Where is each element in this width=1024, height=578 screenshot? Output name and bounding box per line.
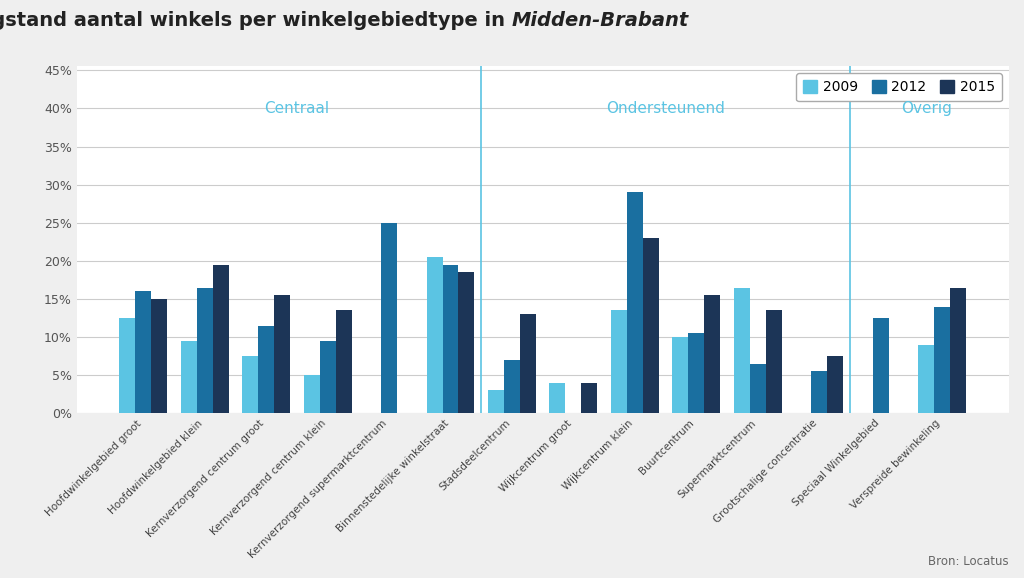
Bar xyxy=(303,375,319,413)
Bar xyxy=(197,287,213,413)
Bar xyxy=(427,257,442,413)
Bar xyxy=(643,238,658,413)
Bar xyxy=(442,265,459,413)
Bar xyxy=(258,325,274,413)
Bar xyxy=(520,314,536,413)
Bar xyxy=(459,272,474,413)
Bar xyxy=(734,287,750,413)
Text: % Leegstand aantal winkels per winkelgebiedtype in: % Leegstand aantal winkels per winkelgeb… xyxy=(0,11,512,29)
Bar xyxy=(950,287,967,413)
Bar xyxy=(180,341,197,413)
Legend: 2009, 2012, 2015: 2009, 2012, 2015 xyxy=(797,73,1001,101)
Bar xyxy=(827,356,844,413)
Text: Centraal: Centraal xyxy=(264,101,330,116)
Bar xyxy=(119,318,135,413)
Bar xyxy=(872,318,889,413)
Bar xyxy=(766,310,782,413)
Bar xyxy=(135,291,152,413)
Bar xyxy=(750,364,766,413)
Text: Ondersteunend: Ondersteunend xyxy=(606,101,725,116)
Bar xyxy=(582,383,597,413)
Text: Overig: Overig xyxy=(901,101,952,116)
Bar xyxy=(504,360,520,413)
Bar xyxy=(919,344,934,413)
Bar xyxy=(274,295,290,413)
Bar xyxy=(319,341,336,413)
Bar xyxy=(811,371,827,413)
Bar xyxy=(213,265,228,413)
Bar xyxy=(705,295,720,413)
Bar xyxy=(627,192,643,413)
Bar xyxy=(550,383,565,413)
Bar xyxy=(934,306,950,413)
Text: Bron: Locatus: Bron: Locatus xyxy=(928,555,1009,568)
Bar xyxy=(152,299,167,413)
Bar xyxy=(381,223,397,413)
Text: Midden-Brabant: Midden-Brabant xyxy=(512,11,689,29)
Bar xyxy=(242,356,258,413)
Bar xyxy=(336,310,351,413)
Bar xyxy=(611,310,627,413)
Bar xyxy=(488,390,504,413)
Bar xyxy=(673,337,688,413)
Bar xyxy=(688,334,705,413)
